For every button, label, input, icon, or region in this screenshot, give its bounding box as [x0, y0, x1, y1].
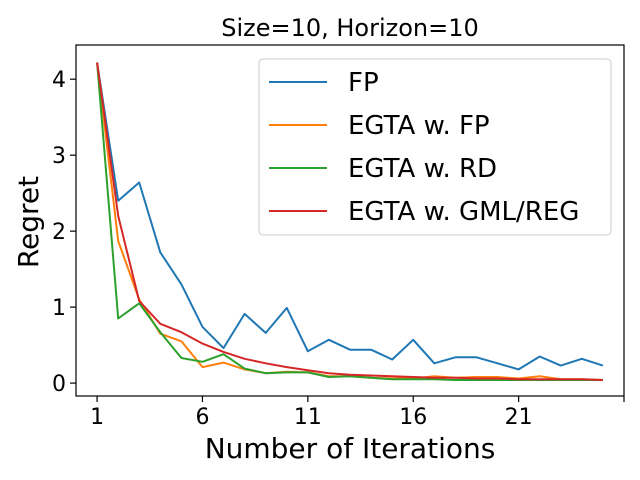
legend-box	[258, 58, 612, 236]
y-tick-label: 0	[52, 372, 66, 397]
y-axis-label: Regret	[12, 176, 45, 268]
x-tick-label: 21	[505, 405, 533, 430]
y-tick-label: 4	[52, 68, 66, 93]
y-tick-label: 3	[52, 144, 66, 169]
y-tick-label: 2	[52, 220, 66, 245]
y-tick-label: 1	[52, 296, 66, 321]
legend-label: FP	[348, 68, 379, 98]
plot-frame	[75, 44, 625, 397]
legend-label: EGTA w. GML/REG	[348, 197, 579, 227]
x-tick-label: 6	[195, 405, 209, 430]
legend-label: EGTA w. RD	[348, 154, 497, 184]
x-tick-label: 16	[399, 405, 427, 430]
legend-label: EGTA w. FP	[348, 111, 490, 141]
series-layer	[96, 62, 604, 381]
chart-title: Size=10, Horizon=10	[221, 14, 479, 42]
x-tick-label: 1	[90, 405, 104, 430]
x-tick-label: 11	[294, 405, 322, 430]
series-line-fp	[96, 62, 604, 371]
legend: FP EGTA w. FP EGTA w. RD EGTA w. GML/REG	[258, 58, 612, 236]
plot-border	[75, 44, 625, 397]
x-axis-label: Number of Iterations	[205, 432, 496, 465]
series-line-egta-w-gml-reg	[96, 62, 603, 381]
